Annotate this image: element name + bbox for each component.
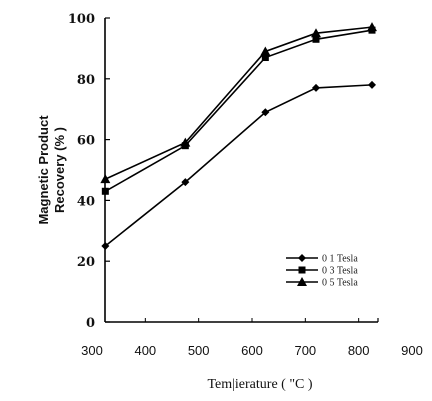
series-group xyxy=(100,22,377,250)
data-point xyxy=(181,178,190,187)
y-tick-label: 20 xyxy=(77,255,95,270)
y-tick-label: 100 xyxy=(68,12,95,27)
legend-swatch-marker xyxy=(298,254,306,262)
data-point xyxy=(368,80,376,89)
y-tick-label: 0 xyxy=(86,316,95,331)
series-3 xyxy=(100,22,377,184)
data-point xyxy=(180,137,191,147)
data-point xyxy=(367,22,377,32)
legend-swatch-marker xyxy=(297,277,307,286)
series-2 xyxy=(101,26,376,195)
y-tick-label: 40 xyxy=(77,194,95,209)
legend-item-2: 0 3 Tesla xyxy=(286,266,358,277)
y-axis-label-line1: Magnetic Product xyxy=(36,115,51,225)
data-point xyxy=(311,28,321,38)
x-tick-label: 300 xyxy=(81,343,103,358)
y-ticks: 0 20 40 60 80 100 xyxy=(68,12,110,331)
x-tick-label: 400 xyxy=(134,343,156,358)
x-tick-label: 900 xyxy=(401,343,423,358)
series-line xyxy=(104,29,373,192)
legend-item-1: 0 1 Tesla xyxy=(286,254,358,265)
data-point xyxy=(260,46,271,56)
y-axis-label-line2: Recovery (% ) xyxy=(52,127,67,213)
x-axis-label: Tem|ierature ( "C ) xyxy=(207,377,312,392)
y-tick-label: 60 xyxy=(77,134,95,149)
legend-label: 0 1 Tesla xyxy=(322,254,358,265)
data-point xyxy=(100,174,111,184)
data-point xyxy=(101,242,110,250)
x-tick-label: 600 xyxy=(241,343,263,358)
chart-axes xyxy=(104,18,379,323)
x-ticks: 300 400 500 600 700 800 900 xyxy=(81,318,423,358)
x-tick-label: 500 xyxy=(188,343,210,358)
legend-item-3: 0 5 Tesla xyxy=(286,277,358,289)
series-1 xyxy=(101,80,376,250)
series-line xyxy=(104,84,373,247)
legend-label: 0 3 Tesla xyxy=(322,266,358,277)
y-tick-label: 80 xyxy=(77,73,95,88)
x-tick-label: 700 xyxy=(294,343,316,358)
series-line xyxy=(105,26,373,180)
data-point xyxy=(261,54,269,62)
data-point xyxy=(101,187,109,195)
x-tick-label: 800 xyxy=(348,343,370,358)
legend-swatch-marker xyxy=(298,266,306,274)
data-point xyxy=(312,35,320,43)
data-point xyxy=(312,83,320,92)
legend-label: 0 5 Tesla xyxy=(322,278,358,289)
data-point xyxy=(261,108,270,117)
